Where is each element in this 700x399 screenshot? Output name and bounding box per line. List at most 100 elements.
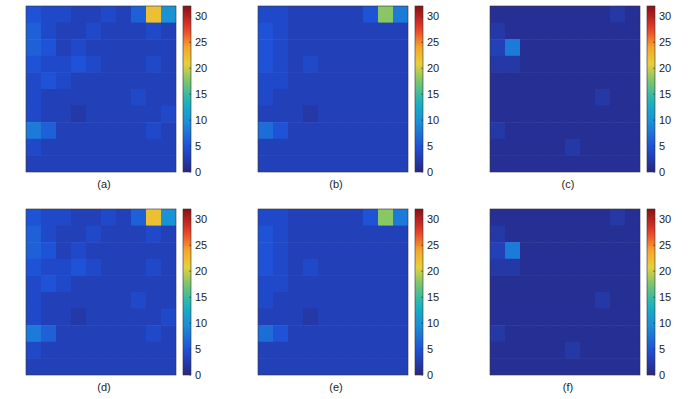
colorbar-tick <box>421 245 423 246</box>
cell <box>333 259 349 276</box>
cell <box>520 325 536 342</box>
colorbar-tick-label: 0 <box>659 166 665 178</box>
cell <box>610 226 626 243</box>
colorbar-tick-label: 0 <box>427 369 433 381</box>
cell <box>258 39 274 56</box>
colorbar-tick-label: 20 <box>659 62 671 74</box>
cell <box>303 155 319 172</box>
cell <box>273 325 289 342</box>
cell <box>580 122 596 139</box>
cell <box>550 23 566 40</box>
cell <box>161 6 176 23</box>
cell <box>318 155 334 172</box>
cell <box>26 72 42 89</box>
cell <box>520 106 536 123</box>
cells <box>258 209 408 375</box>
cell <box>26 358 42 375</box>
cell <box>520 23 536 40</box>
cell <box>535 309 551 326</box>
cell <box>318 89 334 106</box>
cell <box>333 23 349 40</box>
image-frame <box>490 6 640 172</box>
cell <box>71 342 87 359</box>
cell <box>595 292 611 309</box>
cell <box>318 275 334 292</box>
colorbar-tick <box>653 172 655 173</box>
cell <box>393 56 408 73</box>
colorbar-tick <box>189 271 191 272</box>
cell <box>348 72 364 89</box>
cell <box>550 259 566 276</box>
colorbar-tick <box>421 219 423 220</box>
cell <box>378 72 394 89</box>
colorbar-tick <box>421 146 423 147</box>
colorbar-tick <box>653 375 655 376</box>
cell <box>86 56 102 73</box>
colorbar-tick <box>189 42 191 43</box>
cell <box>610 358 626 375</box>
cell <box>131 139 147 156</box>
cell <box>363 342 379 359</box>
cell <box>273 309 289 326</box>
colorbar-tick-label: 25 <box>427 239 439 251</box>
cell <box>146 56 162 73</box>
cell <box>131 242 147 259</box>
cell <box>41 259 57 276</box>
cell <box>288 155 304 172</box>
cell <box>333 275 349 292</box>
cell <box>565 39 581 56</box>
colorbar-tick-label: 25 <box>195 239 207 251</box>
cell <box>565 309 581 326</box>
cell <box>550 358 566 375</box>
cell <box>393 242 408 259</box>
cell <box>535 89 551 106</box>
cell <box>146 342 162 359</box>
cell <box>318 226 334 243</box>
cell <box>490 106 506 123</box>
cell <box>288 292 304 309</box>
colorbar-tick-label: 30 <box>659 213 671 225</box>
cell <box>26 325 42 342</box>
cell <box>595 89 611 106</box>
panel: 051015202530(e) <box>258 209 439 393</box>
cell <box>146 275 162 292</box>
cell <box>378 139 394 156</box>
cell <box>625 292 640 309</box>
cell <box>610 122 626 139</box>
cell <box>595 342 611 359</box>
cell <box>363 39 379 56</box>
cell <box>625 309 640 326</box>
colorbar-tick <box>189 146 191 147</box>
cell <box>26 56 42 73</box>
cell <box>303 209 319 226</box>
cell <box>520 259 536 276</box>
cell <box>393 325 408 342</box>
cell <box>505 226 521 243</box>
cell <box>288 242 304 259</box>
cell <box>565 89 581 106</box>
cell <box>273 342 289 359</box>
cell <box>505 122 521 139</box>
cell <box>520 39 536 56</box>
cell <box>595 23 611 40</box>
cell <box>363 72 379 89</box>
cell <box>288 275 304 292</box>
cell <box>378 259 394 276</box>
cell <box>625 139 640 156</box>
cell <box>550 6 566 23</box>
cell <box>273 139 289 156</box>
cell <box>116 358 132 375</box>
cell <box>535 342 551 359</box>
cell <box>318 358 334 375</box>
cell <box>363 275 379 292</box>
cell <box>86 242 102 259</box>
colorbar-tick-label: 5 <box>427 140 433 152</box>
panel: 051015202530(c) <box>490 6 671 190</box>
cell <box>610 342 626 359</box>
cell <box>535 209 551 226</box>
cell <box>86 342 102 359</box>
cell <box>41 6 57 23</box>
cell <box>131 155 147 172</box>
cell <box>303 56 319 73</box>
colorbar-tick-label: 10 <box>195 114 207 126</box>
